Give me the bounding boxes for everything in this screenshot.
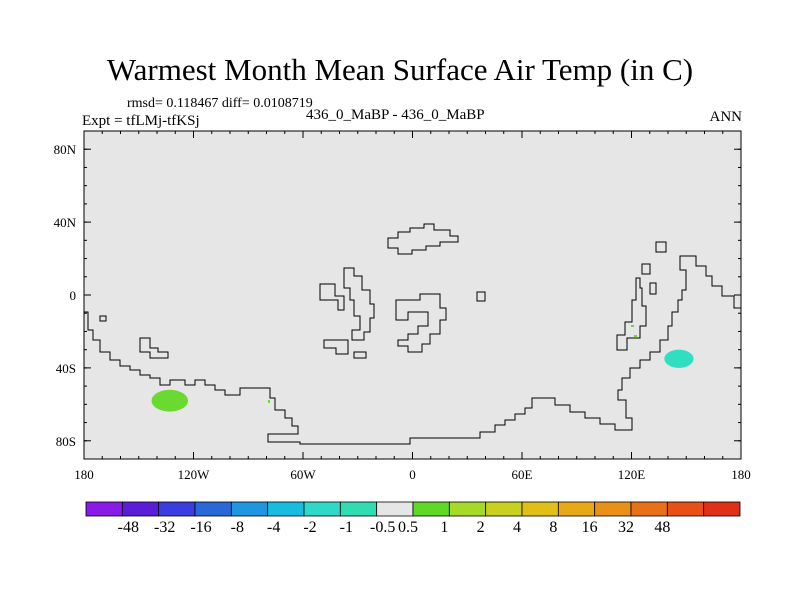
colorbar-swatch — [557, 501, 596, 517]
y-tick-label: 80S — [56, 434, 76, 449]
colorbar-label: 8 — [549, 519, 557, 536]
x-tick-label: 120E — [618, 467, 646, 482]
colorbar-swatch — [85, 501, 123, 517]
colorbar-label: 2 — [477, 519, 485, 536]
y-tick-label: 40S — [56, 361, 76, 376]
colorbar-swatch — [412, 501, 450, 517]
colorbar-swatch — [376, 501, 414, 517]
coastlines — [84, 223, 741, 445]
colorbar-label: -1 — [340, 519, 353, 536]
colorbar-label: 16 — [582, 519, 598, 536]
comparison-label: 436_0_MaBP - 436_0_MaBP — [306, 107, 485, 123]
colorbar-swatch — [267, 501, 305, 517]
anomaly-specks — [268, 325, 637, 403]
cool-anomaly-east-continent — [664, 349, 694, 368]
colorbar-label: -32 — [154, 519, 175, 536]
anomaly-speck — [631, 325, 634, 327]
experiment-label: Expt = tfLMj-tfKSj — [82, 113, 200, 129]
warm-anomaly-south-pacific — [151, 389, 189, 412]
anomaly-speck — [268, 400, 270, 403]
x-tick-label: 60W — [290, 467, 316, 482]
colorbar-swatch — [666, 501, 705, 517]
colorbar-label: 0.5 — [398, 519, 418, 536]
colorbar-label: -4 — [267, 519, 280, 536]
colorbar-label: -2 — [303, 519, 316, 536]
colorbar-label: 32 — [618, 519, 634, 536]
anomaly-layer — [151, 349, 694, 412]
colorbar-swatch — [158, 501, 196, 517]
colorbar-label: 4 — [513, 519, 521, 536]
y-tick-label: 80N — [54, 142, 77, 157]
x-tick-label: 180 — [74, 467, 94, 482]
colorbar: -48 -32 -16 -8 -4 -2 -1 -0.5 0.5 1 2 4 8 16 32 48 — [85, 501, 741, 536]
x-tick-label: 0 — [409, 467, 416, 482]
stats-text: rmsd= 0.118467 diff= 0.0108719 — [127, 96, 313, 111]
colorbar-swatch — [594, 501, 632, 517]
y-tick-label: 0 — [70, 288, 77, 303]
x-tick-label: 60E — [512, 467, 533, 482]
colorbar-swatch — [521, 501, 559, 517]
colorbar-swatch — [630, 501, 668, 517]
colorbar-label: -8 — [231, 519, 244, 536]
plot-title: Warmest Month Mean Surface Air Temp (in … — [106, 52, 694, 87]
anomaly-speck — [634, 335, 637, 337]
map-background — [84, 131, 741, 459]
colorbar-swatch — [121, 501, 160, 517]
colorbar-label: 1 — [440, 519, 448, 536]
colorbar-label: -16 — [190, 519, 211, 536]
x-tick-label: 120W — [178, 467, 211, 482]
y-tick-label: 40N — [54, 215, 77, 230]
colorbar-label: 48 — [654, 519, 670, 536]
colorbar-label: -48 — [118, 519, 139, 536]
season-label: ANN — [709, 109, 743, 125]
colorbar-swatch — [230, 501, 269, 517]
colorbar-swatch — [448, 501, 487, 517]
colorbar-label: -0.5 — [370, 519, 395, 536]
colorbar-swatch — [303, 501, 341, 517]
colorbar-swatch — [703, 501, 741, 517]
colorbar-swatch — [339, 501, 378, 517]
axis-ticks: 180 120W 60W 0 60E 120E 180 80N 40N 0 40S 80S — [54, 130, 751, 482]
x-tick-label: 180 — [731, 467, 751, 482]
colorbar-swatch — [485, 501, 523, 517]
colorbar-swatch — [194, 501, 232, 517]
